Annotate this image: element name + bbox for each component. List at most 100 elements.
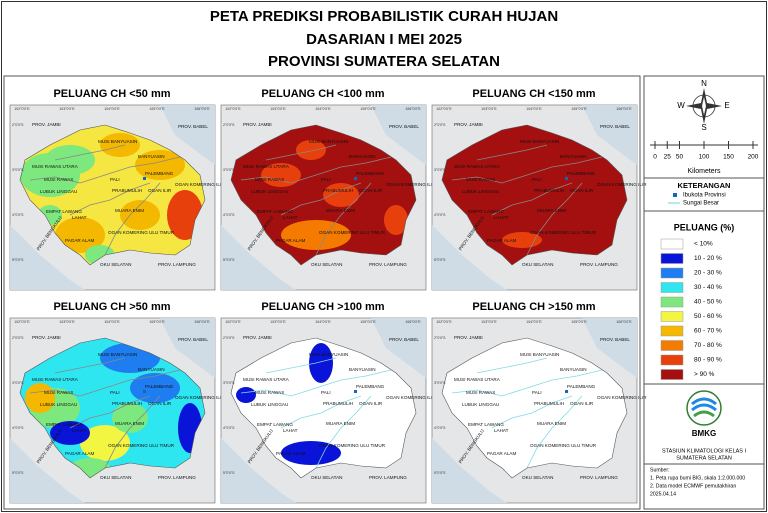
place-label: BANYUASIN — [349, 367, 376, 372]
map-panel: 102°0'0"E 103°0'0"E 104°0'0"E 105°0'0"E 106°… — [9, 317, 225, 504]
panel-title: PELUANG CH <150 mm — [472, 88, 595, 100]
place-label: PALI — [321, 390, 331, 395]
lat-label: 2°0'0"S — [223, 123, 235, 127]
place-label: PALEMBANG — [356, 171, 385, 176]
province-fill — [442, 338, 627, 478]
lat-label: 5°0'0"S — [223, 471, 235, 475]
place-label: MUSI RAWAS UTARA — [454, 377, 501, 382]
scale-label: 50 — [676, 154, 684, 161]
scale-label: 200 — [748, 154, 759, 161]
capital-marker — [143, 177, 146, 180]
place-label: MUSI RAWAS — [44, 390, 73, 395]
sea — [221, 225, 296, 290]
river — [104, 182, 161, 256]
province-outline — [230, 337, 417, 479]
class-swatch — [660, 282, 684, 293]
map-panel: 102°0'0"E 103°0'0"E 104°0'0"E 105°0'0"E 106°… — [431, 317, 647, 504]
place-label: LAHAT — [72, 428, 87, 433]
rainfall-zone — [120, 200, 160, 230]
river — [265, 144, 337, 161]
rainfall-zone — [502, 232, 542, 248]
lon-label: 102°0'0"E — [436, 320, 452, 324]
class-label: 70 - 80 % — [694, 342, 722, 349]
place-label: OGAN KOMERING ILIR — [386, 182, 436, 187]
place-label: PROV. BABEL — [389, 124, 419, 129]
place-label: MUSI RAWAS — [466, 390, 495, 395]
place-label: PALI — [110, 390, 120, 395]
lon-label: 102°0'0"E — [225, 107, 241, 111]
lat-label: 5°0'0"S — [223, 258, 235, 262]
class-swatch — [660, 296, 684, 308]
place-label: PALEMBANG — [145, 384, 174, 389]
lat-label: 4°0'0"S — [434, 426, 446, 430]
river — [280, 395, 362, 429]
rainfall-zone — [100, 133, 140, 157]
river — [29, 369, 181, 397]
place-label: PRABUMULIH — [112, 188, 142, 193]
compass-label: N — [701, 79, 707, 88]
lat-label: 4°0'0"S — [12, 426, 24, 430]
river — [54, 144, 126, 161]
river — [526, 395, 583, 469]
source-line: 1. Peta rupa bumi BIG, skala 1:2.000.000 — [650, 475, 745, 481]
lat-label: 2°0'0"S — [434, 123, 446, 127]
place-label: BANYUASIN — [349, 154, 376, 159]
place-label: EMPAT LAWANG — [46, 422, 82, 427]
province-fill — [442, 125, 627, 265]
rainfall-zone — [296, 140, 326, 160]
place-label: OGAN KOMERING ULU TIMUR — [530, 230, 597, 235]
rainfall-patches — [451, 357, 603, 469]
lon-label: 106°0'0"E — [616, 320, 632, 324]
title-line: PETA PREDIKSI PROBABILISTIK CURAH HUJAN — [210, 8, 558, 25]
title-line: PROVINSI SUMATERA SELATAN — [268, 53, 500, 70]
river — [315, 395, 372, 469]
sea — [582, 105, 637, 165]
river — [451, 369, 603, 397]
place-label: PROV. LAMPUNG — [369, 475, 407, 480]
place-label: OGAN KOMERING ILIR — [386, 395, 436, 400]
lon-label: 105°0'0"E — [571, 107, 587, 111]
rainfall-zone — [323, 183, 359, 207]
lat-label: 5°0'0"S — [12, 471, 24, 475]
source-line: 2025.04.14 — [650, 491, 676, 497]
place-label: LUBUK LINGGAU — [40, 402, 77, 407]
place-label: PROV. JAMBI — [243, 122, 272, 127]
place-label: PAGAR ALAM — [65, 451, 94, 456]
lon-label: 104°0'0"E — [315, 107, 331, 111]
place-label: PALI — [532, 390, 542, 395]
lon-label: 105°0'0"E — [360, 107, 376, 111]
scale-label: 100 — [699, 154, 710, 161]
river — [54, 357, 126, 374]
station-name: STASIUN KLIMATOLOGI KELAS I — [662, 448, 747, 454]
class-swatch — [660, 311, 684, 322]
lon-label: 104°0'0"E — [526, 107, 542, 111]
lon-label: 106°0'0"E — [405, 320, 421, 324]
place-label: MUSI RAWAS — [255, 177, 284, 182]
place-label: OGAN ILIR — [148, 188, 172, 193]
lat-label: 4°0'0"S — [223, 426, 235, 430]
place-label: PALEMBANG — [567, 384, 596, 389]
place-label: PAGAR ALAM — [487, 238, 516, 243]
place-label: OKU SELATAN — [311, 475, 342, 480]
place-label: LAHAT — [283, 215, 298, 220]
place-label: OGAN ILIR — [570, 401, 594, 406]
place-label: PROV. LAMPUNG — [158, 262, 196, 267]
capital-marker — [354, 390, 357, 393]
capital-marker — [565, 390, 568, 393]
lon-label: 104°0'0"E — [104, 320, 120, 324]
lon-label: 102°0'0"E — [225, 320, 241, 324]
place-label: OKU SELATAN — [311, 262, 342, 267]
class-swatch — [660, 253, 684, 264]
sea — [221, 438, 296, 503]
place-label: MUSI BANYUASIN — [309, 139, 348, 144]
place-label: LAHAT — [494, 215, 509, 220]
place-label: PRABUMULIH — [323, 188, 353, 193]
sea — [160, 318, 215, 378]
lon-label: 103°0'0"E — [481, 320, 497, 324]
place-label: LUBUK LINGGAU — [462, 402, 499, 407]
lon-label: 106°0'0"E — [194, 107, 210, 111]
class-swatch — [660, 340, 684, 351]
river — [491, 395, 573, 429]
place-label: OKU SELATAN — [100, 262, 131, 267]
place-label: BANYUASIN — [560, 367, 587, 372]
